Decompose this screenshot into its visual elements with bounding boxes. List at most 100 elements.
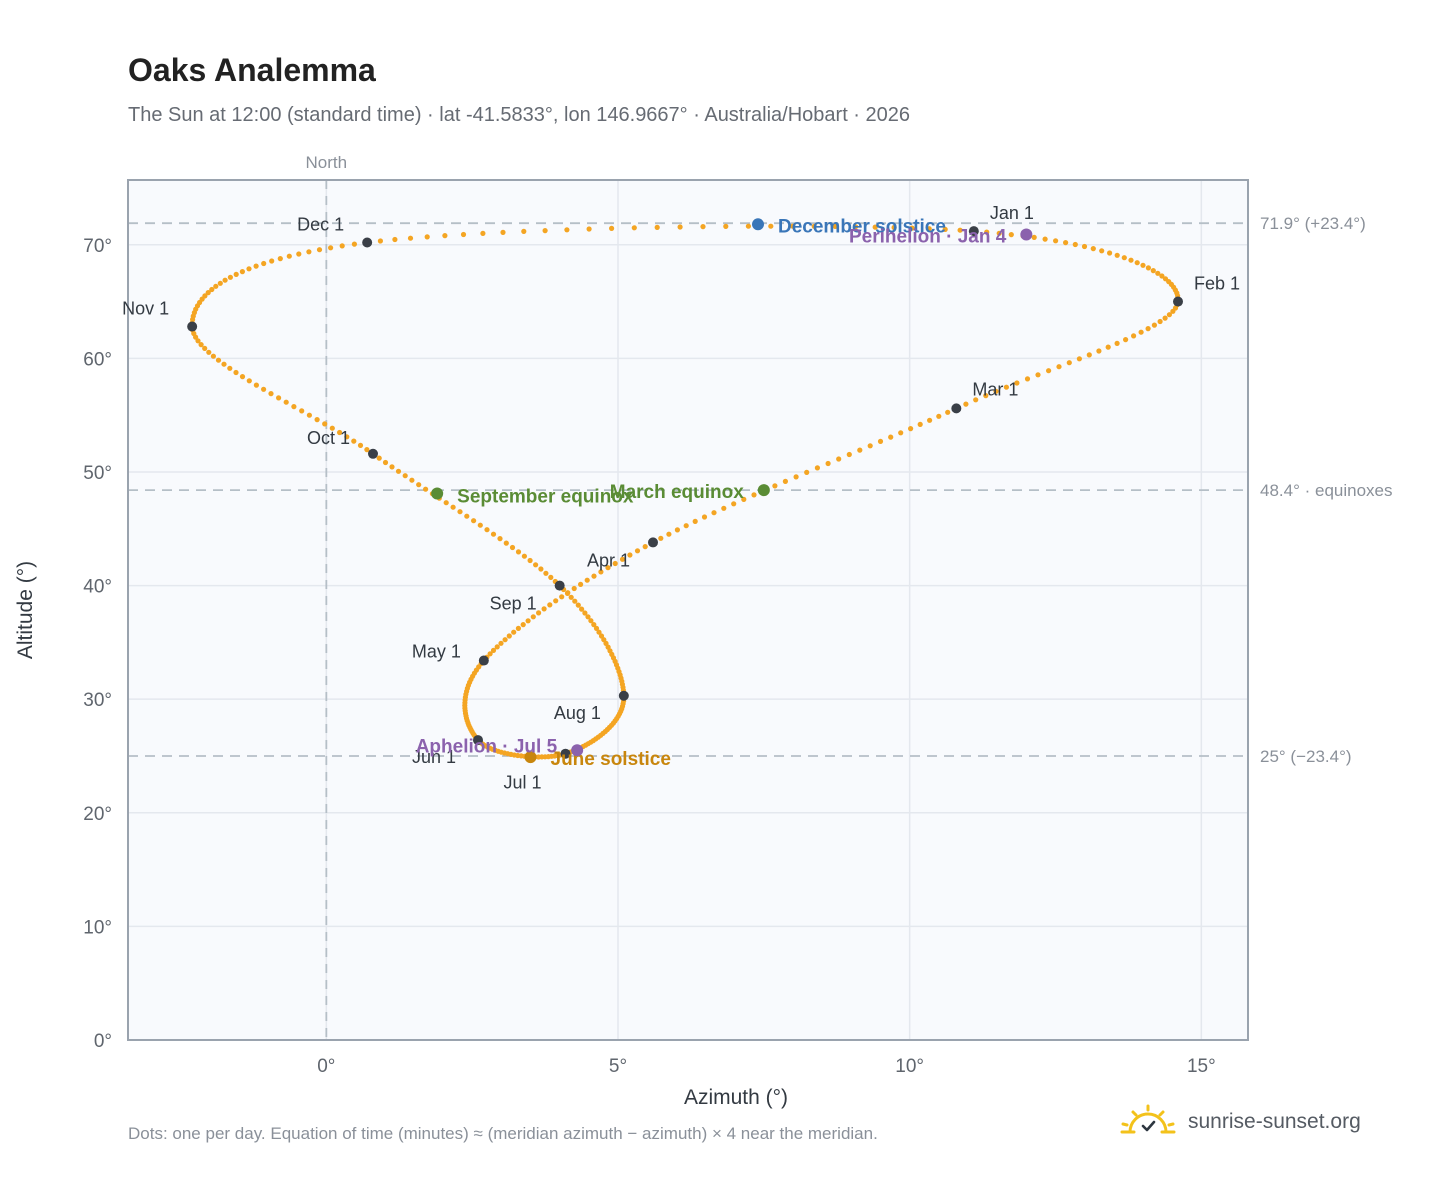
- daily-sun-dot: [392, 236, 398, 243]
- daily-sun-dot: [198, 342, 204, 348]
- daily-sun-dot: [1042, 236, 1048, 242]
- daily-sun-dot: [277, 256, 283, 262]
- daily-sun-dot: [790, 223, 796, 229]
- daily-sun-dot: [382, 459, 389, 466]
- month-label: Feb 1: [1194, 274, 1240, 294]
- daily-sun-dot: [1105, 344, 1111, 350]
- daily-sun-dot: [498, 640, 504, 646]
- y-tick-label: 50°: [83, 463, 112, 484]
- daily-sun-dot: [601, 637, 607, 643]
- daily-sun-dot: [1145, 326, 1151, 332]
- daily-sun-dot: [1131, 333, 1137, 339]
- event-label: June solstice: [551, 749, 671, 770]
- daily-sun-dot: [525, 618, 531, 624]
- daily-sun-dot: [634, 548, 641, 554]
- daily-sun-dot: [210, 353, 216, 359]
- daily-sun-dot: [542, 228, 548, 234]
- month-label: Aug 1: [554, 703, 601, 723]
- daily-sun-dot: [564, 227, 570, 233]
- y-axis-label: Altitude (°): [14, 561, 37, 659]
- daily-sun-dot: [450, 504, 456, 510]
- daily-sun-dot: [316, 247, 323, 253]
- daily-sun-dot: [547, 602, 553, 608]
- daily-sun-dot: [533, 562, 539, 568]
- daily-sun-dot: [927, 417, 933, 423]
- daily-sun-dot: [996, 230, 1002, 236]
- daily-sun-dot: [731, 501, 737, 507]
- daily-sun-dot: [261, 386, 267, 392]
- footnote: Dots: one per day. Equation of time (min…: [128, 1124, 878, 1143]
- daily-sun-dot: [793, 474, 799, 480]
- month-label: Mar 1: [972, 379, 1018, 399]
- daily-sun-dot: [306, 249, 312, 255]
- daily-sun-dot: [402, 473, 408, 479]
- daily-sun-dot: [926, 226, 932, 232]
- daily-sun-dot: [983, 393, 989, 399]
- daily-sun-dot: [511, 629, 517, 635]
- daily-sun-dot: [1003, 384, 1010, 390]
- month-marker: [368, 448, 378, 459]
- daily-sun-dot: [846, 451, 852, 458]
- month-marker: [560, 748, 571, 759]
- y-tick-label: 10°: [83, 917, 112, 938]
- daily-sun-dot: [215, 357, 222, 363]
- daily-sun-dot: [832, 223, 838, 229]
- daily-sun-dot: [723, 223, 729, 229]
- daily-sun-dot: [314, 417, 320, 423]
- daily-sun-dot: [424, 234, 430, 240]
- daily-sun-dot: [642, 544, 648, 550]
- daily-sun-dot: [206, 349, 212, 355]
- daily-sun-dot: [811, 223, 817, 229]
- meridian-label: North: [306, 153, 348, 172]
- daily-sun-dot: [416, 482, 422, 488]
- daily-sun-dot: [1162, 315, 1168, 321]
- daily-sun-dot: [872, 224, 878, 230]
- daily-sun-dot: [409, 477, 415, 483]
- daily-sun-dot: [1008, 232, 1014, 238]
- daily-sun-dot: [585, 614, 591, 620]
- daily-sun-dot: [509, 544, 516, 551]
- daily-sun-dot: [1114, 252, 1120, 258]
- daily-sun-dot: [700, 224, 706, 230]
- daily-sun-dot: [1053, 238, 1059, 244]
- daily-sun-dot: [772, 483, 778, 489]
- daily-sun-dot: [609, 225, 615, 231]
- daily-sun-dot: [299, 408, 305, 414]
- daily-sun-dot: [677, 224, 683, 230]
- daily-sun-dot: [1134, 260, 1140, 266]
- daily-sun-dot: [261, 260, 267, 267]
- event-marker: [524, 751, 537, 764]
- x-axis-label: Azimuth (°): [684, 1086, 788, 1109]
- daily-sun-dot: [591, 573, 597, 579]
- daily-sun-dot: [605, 565, 611, 571]
- y-tick-label: 30°: [83, 690, 112, 711]
- daily-sun-dot: [515, 625, 522, 632]
- daily-sun-dot: [494, 644, 500, 650]
- daily-sun-dot: [322, 421, 328, 427]
- daily-sun-dot: [1128, 257, 1134, 263]
- daily-sun-dot: [1035, 372, 1041, 378]
- daily-sun-dot: [1031, 234, 1037, 240]
- daily-sun-dot: [1086, 352, 1092, 358]
- daily-sun-dot: [213, 283, 219, 289]
- daily-sun-dot: [377, 238, 383, 244]
- daily-sun-dot: [490, 647, 497, 654]
- month-label: Oct 1: [307, 428, 350, 448]
- month-marker: [618, 690, 629, 701]
- month-label: Jun 1: [412, 747, 456, 767]
- daily-sun-dot: [239, 374, 246, 380]
- daily-sun-dot: [711, 510, 717, 516]
- daily-sun-dot: [917, 421, 923, 427]
- daily-sun-dot: [443, 500, 449, 506]
- daily-sun-dot: [721, 505, 727, 511]
- daily-sun-dot: [286, 253, 292, 259]
- brand[interactable]: sunrise-sunset.org: [1120, 1104, 1361, 1140]
- daily-sun-dot: [619, 556, 626, 562]
- month-marker: [187, 321, 198, 332]
- y-tick-label: 40°: [83, 577, 112, 598]
- daily-sun-dot: [291, 404, 297, 410]
- daily-sun-dot: [942, 226, 948, 232]
- daily-sun-dot: [814, 465, 821, 471]
- daily-sun-dot: [357, 442, 364, 448]
- daily-sun-dot: [548, 574, 554, 581]
